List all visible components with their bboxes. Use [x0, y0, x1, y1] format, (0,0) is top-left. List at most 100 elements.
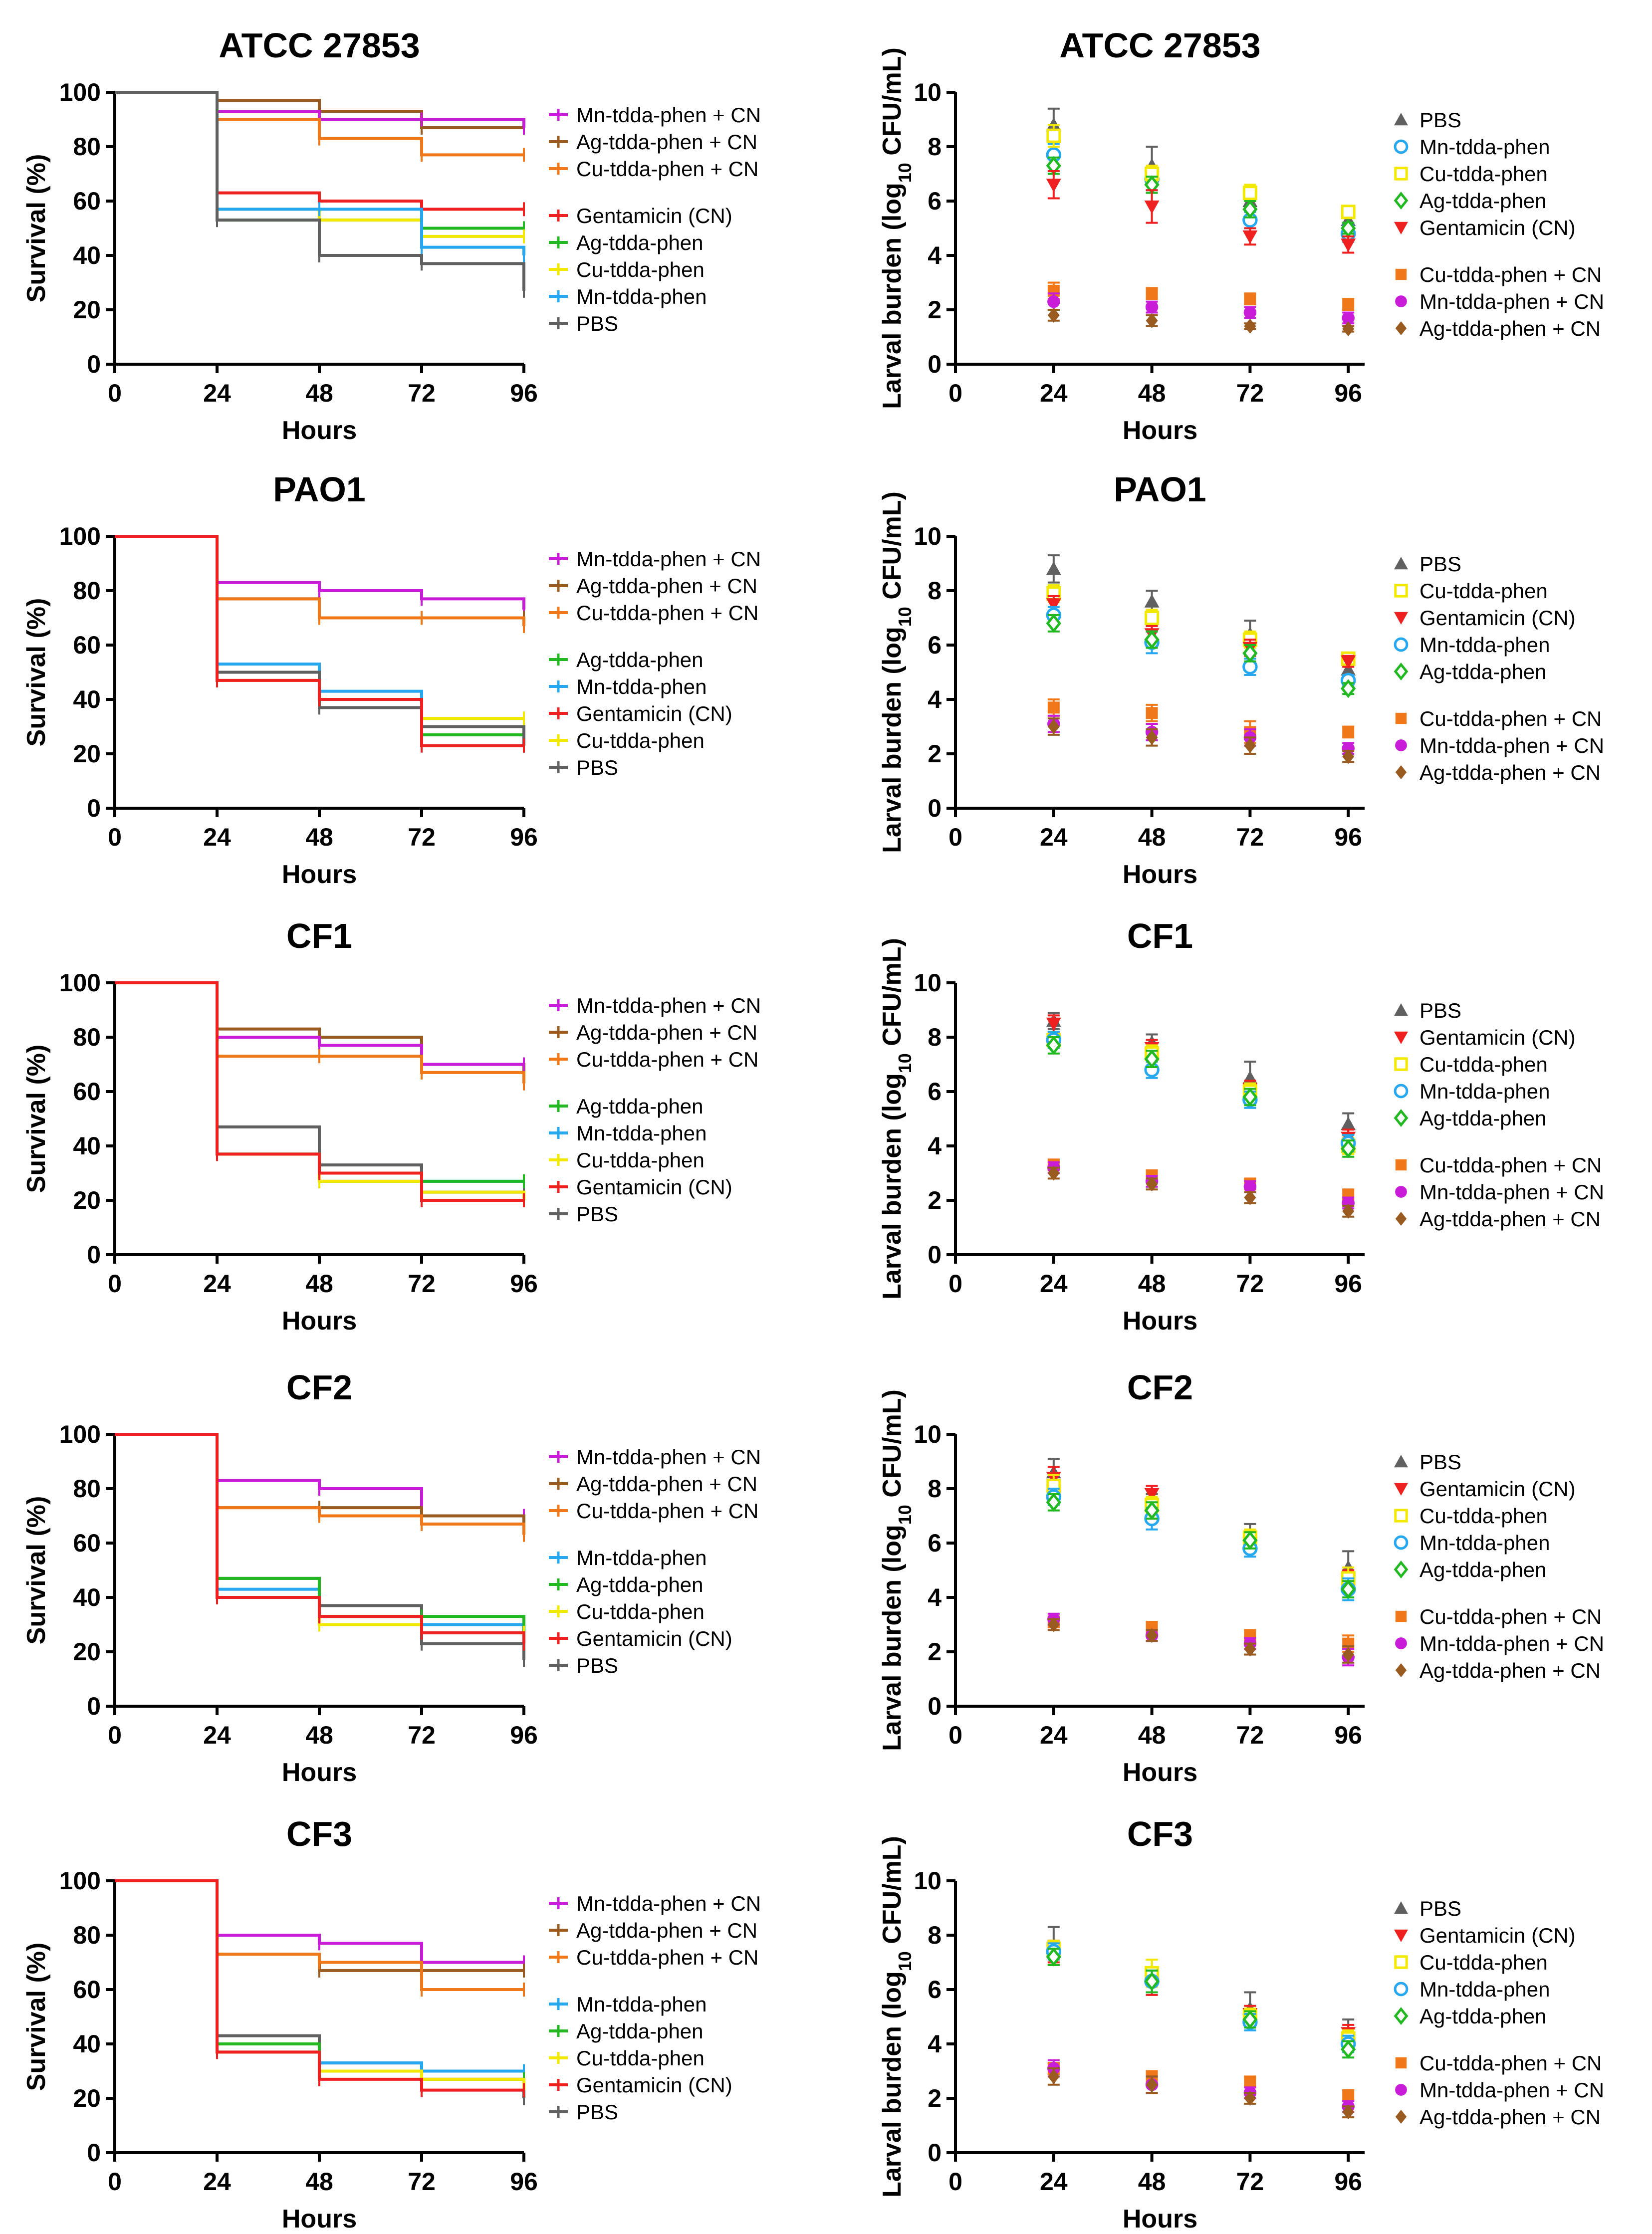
legend-marker: [1394, 139, 1409, 154]
legend-label-pbs: PBS: [1419, 999, 1461, 1022]
y-tick-label: 0: [87, 1241, 101, 1269]
data-point-cu-tdda-phen-cn: [1244, 2076, 1256, 2088]
legend-label-cu-tdda-phen-cn: Cu-tdda-phen + CN: [1419, 2051, 1602, 2075]
legend-label-pbs: PBS: [576, 312, 618, 335]
legend-marker: [1394, 1560, 1409, 1579]
x-tick-label: 72: [1236, 1721, 1264, 1749]
data-point-cu-tdda-phen-cn: [1146, 287, 1158, 300]
data-point-cu-tdda-phen: [1242, 186, 1257, 201]
x-tick-label: 24: [203, 1721, 231, 1749]
y-tick-label: 8: [928, 577, 942, 605]
legend-label-ag-tdda-phen-cn: Ag-tdda-phen + CN: [576, 1472, 757, 1496]
data-point-ag-tdda-phen-cn: [1146, 1628, 1158, 1643]
data-point-ag-tdda-phen-cn: [1146, 313, 1158, 328]
x-tick-label: 72: [408, 379, 436, 407]
legend-marker: [1394, 1483, 1408, 1496]
chart-title: PAO1: [1114, 470, 1206, 509]
x-tick-label: 96: [1334, 823, 1362, 851]
x-tick-label: 0: [108, 823, 122, 851]
legend-label-mn-tdda-phen-cn: Mn-tdda-phen + CN: [1419, 290, 1604, 313]
data-point-ag-tdda-phen: [1144, 1049, 1160, 1069]
y-tick-label: 80: [73, 577, 101, 605]
y-axis-label: Survival (%): [22, 154, 51, 303]
legend-label-ag-tdda-phen-cn: Ag-tdda-phen + CN: [1419, 1659, 1601, 1682]
survival-chart-cf1: 0 20 40 60 80 100 0 24 48 72 96 Hours Survival (%) CF…: [22, 916, 761, 1336]
data-point-ag-tdda-phen: [1340, 1579, 1356, 1599]
legend-label-pbs: PBS: [1419, 552, 1461, 576]
data-point-ag-tdda-phen: [1242, 644, 1258, 663]
data-point-cu-tdda-phen: [1145, 611, 1160, 625]
x-tick-label: 24: [203, 2168, 231, 2196]
legend-label-pbs: PBS: [1419, 108, 1461, 132]
legend-marker: [1394, 612, 1408, 625]
x-axis-label: Hours: [282, 1307, 357, 1336]
y-tick-label: 10: [914, 522, 942, 550]
survival-chart-atcc-27853: 0 20 40 60 80 100 0 24 48 72 96 Hours Survival (%) AT…: [22, 26, 761, 445]
x-tick-label: 48: [305, 1270, 333, 1298]
y-tick-label: 10: [914, 969, 942, 997]
y-tick-label: 0: [87, 2139, 101, 2167]
data-point-ag-tdda-phen: [1242, 200, 1258, 219]
data-point-ag-tdda-phen: [1242, 1531, 1258, 1550]
chart-title: ATCC 27853: [1059, 26, 1260, 65]
legend-label-mn-tdda-phen: Mn-tdda-phen: [576, 675, 707, 698]
legend-label-mn-tdda-phen-cn: Mn-tdda-phen + CN: [576, 1445, 761, 1469]
legend-label-mn-tdda-phen-cn: Mn-tdda-phen + CN: [576, 103, 761, 127]
legend-label-ag-tdda-phen: Ag-tdda-phen: [1419, 1107, 1547, 1130]
y-tick-label: 60: [73, 1529, 101, 1557]
legend-label-pbs: PBS: [576, 756, 618, 779]
legend-marker: [1395, 1637, 1407, 1649]
x-tick-label: 96: [1334, 379, 1362, 407]
chart-title: CF1: [286, 916, 352, 955]
legend-label-pbs: PBS: [1419, 1450, 1461, 1474]
legend-marker: [1395, 712, 1407, 724]
legend-label-cu-tdda-phen-cn: Cu-tdda-phen + CN: [576, 601, 758, 625]
x-tick-label: 24: [203, 1270, 231, 1298]
legend-label-cu-tdda-phen: Cu-tdda-phen: [1419, 162, 1548, 186]
legend-marker: [1395, 295, 1407, 307]
data-point-gentamicin-cn: [1242, 230, 1258, 244]
data-point-cu-tdda-phen-cn: [1342, 298, 1355, 311]
data-point-pbs: [1341, 1117, 1356, 1130]
legend-marker: [1395, 739, 1407, 751]
legend-label-cu-tdda-phen-cn: Cu-tdda-phen + CN: [1419, 1153, 1602, 1177]
x-tick-label: 48: [305, 823, 333, 851]
x-tick-label: 0: [948, 823, 962, 851]
x-tick-label: 0: [108, 1721, 122, 1749]
legend-marker: [1395, 1663, 1407, 1677]
legend-marker: [1395, 2084, 1407, 2096]
y-axis-label: Survival (%): [22, 1045, 51, 1193]
legend-marker: [1395, 1212, 1407, 1226]
x-tick-label: 24: [1040, 1270, 1068, 1298]
legend-marker: [1395, 1186, 1407, 1198]
legend-label-cu-tdda-phen: Cu-tdda-phen: [1419, 1053, 1548, 1076]
data-point-pbs: [1046, 561, 1061, 575]
y-tick-label: 60: [73, 631, 101, 659]
legend-label-pbs: PBS: [1419, 1897, 1461, 1920]
y-tick-label: 6: [928, 1529, 942, 1557]
data-point-pbs: [1144, 594, 1160, 608]
data-point-mn-tdda-phen-cn: [1243, 1180, 1257, 1193]
data-point-cu-tdda-phen-cn: [1342, 726, 1355, 738]
y-axis-label: Larval burden (log10 CFU/mL): [878, 1389, 915, 1751]
x-tick-label: 24: [1040, 1721, 1068, 1749]
y-tick-label: 8: [928, 133, 942, 161]
legend-label-gentamicin-cn: Gentamicin (CN): [576, 2073, 732, 2097]
data-point-gentamicin-cn: [1341, 655, 1356, 669]
y-tick-label: 40: [73, 241, 101, 269]
chart-title: CF1: [1127, 916, 1193, 955]
y-tick-label: 6: [928, 1976, 942, 2004]
legend-marker: [1395, 1159, 1407, 1171]
legend-marker: [1395, 321, 1407, 335]
y-tick-label: 20: [73, 1638, 101, 1666]
legend-marker: [1394, 1535, 1409, 1550]
legend-label-ag-tdda-phen-cn: Ag-tdda-phen + CN: [576, 1021, 757, 1044]
x-tick-label: 72: [1236, 2168, 1264, 2196]
x-axis-label: Hours: [1123, 1307, 1197, 1336]
data-point-cu-tdda-phen: [1046, 128, 1061, 143]
y-tick-label: 2: [928, 1186, 942, 1214]
y-axis-label: Larval burden (log10 CFU/mL): [878, 1836, 915, 2198]
y-tick-label: 20: [73, 740, 101, 768]
data-point-ag-tdda-phen-cn: [1047, 1165, 1060, 1181]
